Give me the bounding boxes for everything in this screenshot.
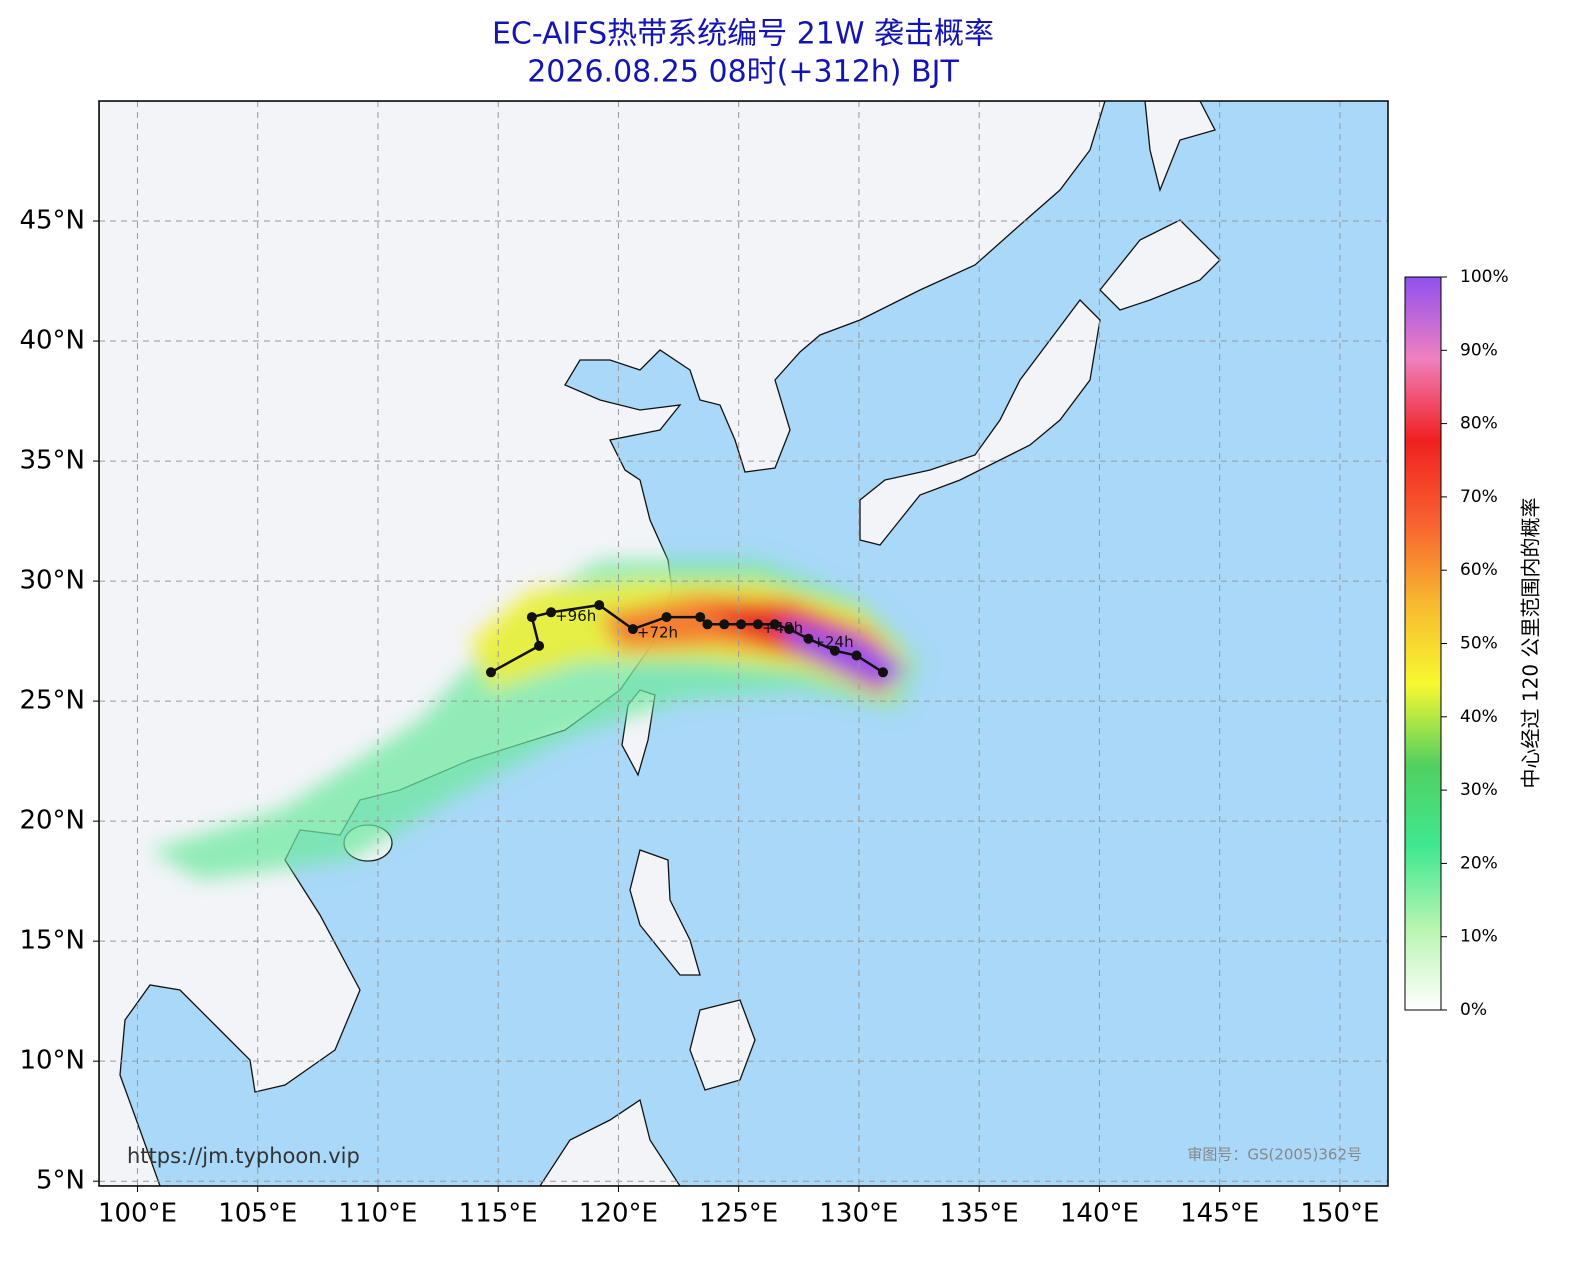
title-line: 2026.08.25 08时(+312h) BJT (527, 55, 959, 90)
track-point (702, 619, 713, 630)
colorbar-label: 中心经过 120 公里范围内的概率 (1519, 498, 1543, 789)
axes: 100°E 105°E 110°E 115°E 120°E 125°E 130°E 135°E… (19, 206, 1508, 1229)
track-point (594, 600, 605, 611)
colorbar-tick-label: 70% (1460, 487, 1498, 507)
x-tick-label: 140°E (1060, 1199, 1139, 1229)
track-point (784, 624, 795, 635)
colorbar-tick-label: 90% (1460, 340, 1498, 360)
y-tick-label: 35°N (19, 446, 85, 476)
colorbar-tick-label: 20% (1460, 853, 1498, 873)
track-point (769, 619, 780, 630)
track-point (534, 640, 545, 651)
colorbar-tick-label: 80% (1460, 414, 1498, 434)
y-tick-label: 40°N (19, 326, 85, 356)
colorbar-tick-label: 50% (1460, 634, 1498, 654)
y-tick-label: 45°N (19, 206, 85, 236)
grid (99, 101, 1388, 1186)
x-tick-label: 130°E (819, 1199, 898, 1229)
track-point (526, 612, 537, 623)
track-annotation: +96h (555, 607, 596, 625)
x-tick-label: 120°E (579, 1199, 658, 1229)
track-point (627, 624, 638, 635)
track-point (485, 667, 496, 678)
y-tick-label: 25°N (19, 686, 85, 716)
colorbar-tick-label: 0% (1460, 1000, 1487, 1020)
track-annotation: +72h (637, 624, 678, 642)
colorbar-tick-label: 30% (1460, 780, 1498, 800)
x-tick-label: 100°E (98, 1199, 177, 1229)
y-tick-label: 10°N (19, 1046, 85, 1076)
x-tick-label: 145°E (1180, 1199, 1259, 1229)
x-tick-label: 125°E (699, 1199, 778, 1229)
colorbar-tick-label: 100% (1460, 267, 1509, 287)
track: +24h +48h +72h +96h (485, 600, 888, 678)
map-area: +24h+48h+72h+96h https://jm.typhoon.vip … (99, 101, 1388, 1186)
title-line: EC-AIFS热带系统编号 21W 袭击概率 (492, 17, 994, 52)
watermark-url: https://jm.typhoon.vip (127, 1144, 360, 1168)
map-frame (98, 100, 1389, 1187)
watermark-approval: 审图号：GS(2005)362号 (1187, 1146, 1362, 1164)
x-tick-label: 135°E (940, 1199, 1019, 1229)
track-point (877, 667, 888, 678)
colorbar-tick-label: 10% (1460, 927, 1498, 947)
track-point (803, 633, 814, 644)
x-tick-label: 105°E (218, 1199, 297, 1229)
track-point (736, 619, 747, 630)
y-tick-label: 30°N (19, 566, 85, 596)
track-annotation: +24h (812, 633, 853, 651)
y-tick-label: 5°N (36, 1166, 85, 1196)
colorbar (1404, 276, 1442, 1011)
track-point (752, 619, 763, 630)
colorbar-tick-label: 40% (1460, 707, 1498, 727)
track-annotation: +48h (762, 619, 803, 637)
probability-swath (150, 560, 920, 880)
track-point (546, 607, 557, 618)
y-tick-label: 20°N (19, 806, 85, 836)
y-tick-label: 15°N (19, 926, 85, 956)
colorbar-tick-label: 60% (1460, 560, 1498, 580)
x-tick-label: 110°E (338, 1199, 417, 1229)
track-point (719, 619, 730, 630)
track-point (829, 645, 840, 656)
track-point (661, 612, 672, 623)
track-point (851, 650, 862, 661)
x-tick-label: 150°E (1300, 1199, 1379, 1229)
x-tick-label: 115°E (459, 1199, 538, 1229)
track-point (695, 612, 706, 623)
